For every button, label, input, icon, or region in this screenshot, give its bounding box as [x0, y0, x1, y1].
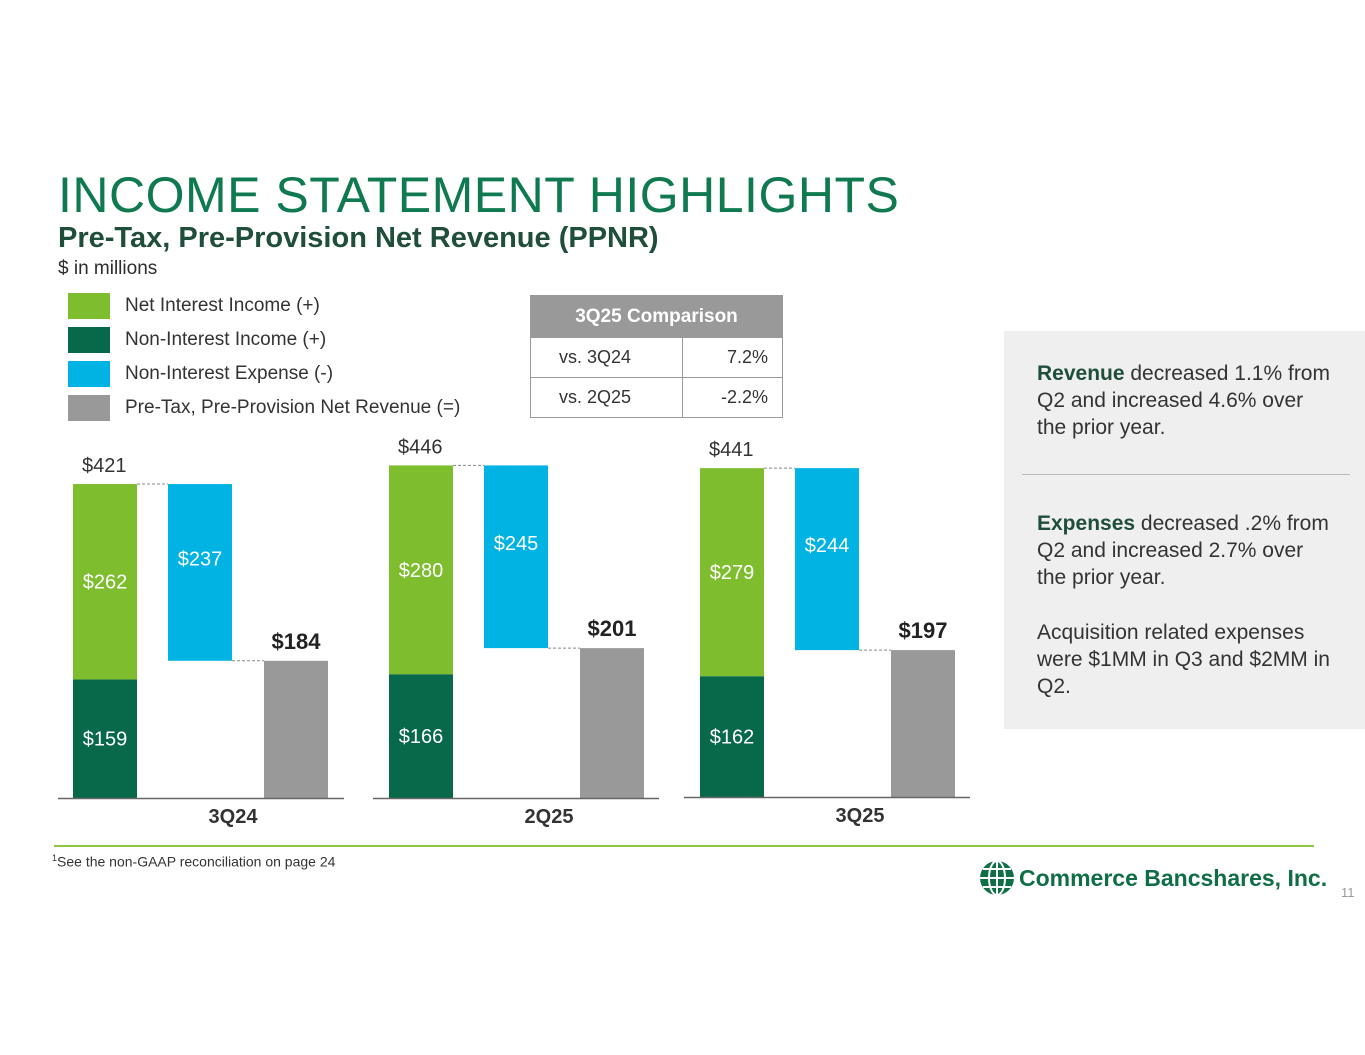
logo-text: Commerce Bancshares, Inc.: [1019, 865, 1328, 891]
panel-divider: [1022, 474, 1350, 475]
data-label-ppnr: $184: [272, 629, 322, 654]
data-label-non-interest-income: $166: [399, 726, 444, 748]
data-label-non-interest-expense: $245: [494, 533, 539, 555]
comparison-table: 3Q25 Comparison vs. 3Q24 7.2% vs. 2Q25 -…: [530, 295, 784, 418]
expenses-text: decreased .2% from Q2 and increased 2.7%…: [1037, 512, 1329, 589]
category-label: 2Q25: [525, 806, 574, 828]
legend-item-non-interest-expense: Non-Interest Expense (-): [68, 361, 518, 387]
footnote-text: See the non-GAAP reconciliation on page …: [57, 853, 336, 870]
data-label-total: $446: [398, 436, 443, 458]
bar-non-interest-expense: [795, 468, 859, 651]
revenue-text: decreased 1.1% from Q2 and increased 4.6…: [1037, 362, 1330, 439]
legend-label: Non-Interest Income (+): [125, 329, 327, 350]
ppnr-waterfall-chart: $159 $262 $237 $184 $421 3Q24 $166 $280 $245 $201…: [58, 436, 970, 828]
data-label-total: $421: [82, 455, 127, 477]
legend-swatch: [68, 327, 110, 353]
globe-icon: [980, 860, 1014, 896]
bar-non-interest-income: [389, 674, 453, 798]
table-row: vs. 2Q25 -2.2%: [530, 377, 784, 418]
data-label-non-interest-expense: $237: [178, 548, 223, 570]
comparison-value: -2.2%: [681, 377, 784, 418]
page-number: 11: [1341, 885, 1355, 900]
bar-net-interest-income: [73, 484, 137, 680]
footer-divider: [54, 845, 1314, 847]
legend-item-net-interest-income: Net Interest Income (+): [68, 293, 518, 319]
revenue-keyword: Revenue: [1037, 362, 1125, 385]
bar-non-interest-expense: [484, 465, 548, 649]
expenses-keyword: Expenses: [1037, 512, 1136, 535]
data-label-non-interest-income: $159: [83, 729, 128, 751]
expenses-commentary: Expenses decreased .2% from Q2 and incre…: [1037, 510, 1337, 591]
page-subtitle: Pre-Tax, Pre-Provision Net Revenue (PPNR…: [58, 222, 659, 254]
comparison-label: vs. 3Q24: [530, 337, 683, 378]
footnote: 1See the non-GAAP reconciliation on page…: [52, 853, 335, 870]
bar-ppnr: [580, 648, 644, 798]
category-label: 3Q24: [209, 806, 259, 828]
legend-item-ppnr: Pre-Tax, Pre-Provision Net Revenue (=): [68, 395, 518, 421]
data-label-total: $441: [709, 439, 754, 461]
comparison-value: 7.2%: [681, 337, 784, 378]
legend-swatch: [68, 395, 110, 421]
bar-non-interest-expense: [168, 484, 232, 661]
data-label-net-interest-income: $280: [399, 560, 444, 582]
revenue-commentary: Revenue decreased 1.1% from Q2 and incre…: [1037, 360, 1337, 441]
comparison-label: vs. 2Q25: [530, 377, 683, 418]
legend-label: Net Interest Income (+): [125, 295, 320, 316]
footnote-marker: 1: [52, 853, 58, 863]
legend-swatch: [68, 361, 110, 387]
acquisition-commentary: Acquisition related expenses were $1MM i…: [1037, 621, 1330, 698]
category-label: 3Q25: [836, 805, 885, 827]
company-logo: Commerce Bancshares, Inc.: [979, 860, 1327, 900]
bar-net-interest-income: [389, 465, 453, 675]
legend-item-non-interest-income: Non-Interest Income (+): [68, 327, 518, 353]
data-label-non-interest-income: $162: [710, 727, 755, 749]
legend-label: Non-Interest Expense (-): [125, 363, 334, 384]
data-label-ppnr: $197: [899, 618, 948, 643]
bar-net-interest-income: [700, 468, 764, 677]
legend-label: Pre-Tax, Pre-Provision Net Revenue (=): [125, 397, 461, 418]
commentary-panel: Revenue decreased 1.1% from Q2 and incre…: [1004, 331, 1365, 729]
legend-swatch: [68, 293, 110, 319]
page-title: INCOME STATEMENT HIGHLIGHTS: [58, 167, 900, 223]
bar-non-interest-income: [700, 676, 764, 797]
table-row: vs. 3Q24 7.2%: [530, 337, 784, 378]
data-label-net-interest-income: $262: [83, 572, 128, 594]
bar-ppnr: [264, 660, 328, 798]
data-label-ppnr: $201: [588, 616, 637, 641]
units-label: $ in millions: [58, 258, 158, 279]
bar-non-interest-income: [73, 679, 137, 798]
data-label-net-interest-income: $279: [710, 562, 755, 584]
data-label-non-interest-expense: $244: [805, 535, 850, 557]
bar-ppnr: [891, 650, 955, 797]
